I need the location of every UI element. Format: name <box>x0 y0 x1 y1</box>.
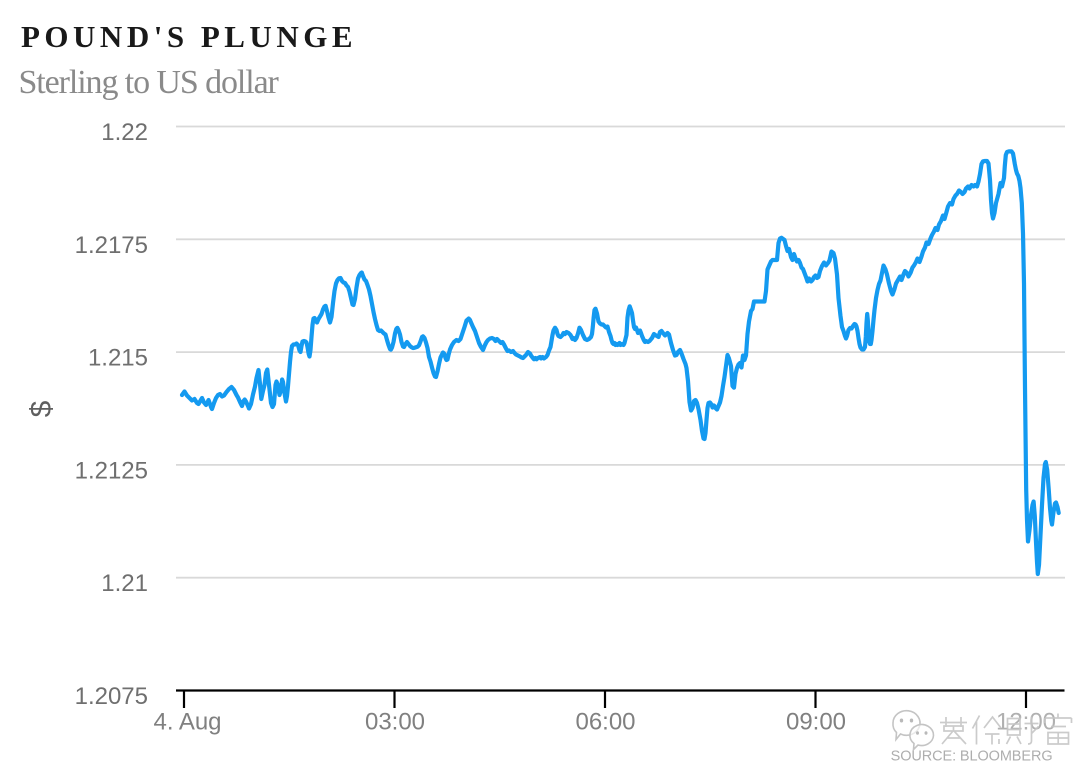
svg-text:1.22: 1.22 <box>101 119 148 146</box>
svg-text:1.21: 1.21 <box>101 570 148 597</box>
svg-text:1.2125: 1.2125 <box>75 457 148 484</box>
svg-text:03:00: 03:00 <box>365 709 425 736</box>
svg-text:1.215: 1.215 <box>88 345 148 372</box>
svg-text:4. Aug: 4. Aug <box>153 709 221 736</box>
svg-text:12:00: 12:00 <box>996 709 1056 736</box>
svg-text:SOURCE: BLOOMBERG: SOURCE: BLOOMBERG <box>891 749 1053 765</box>
svg-text:1.2075: 1.2075 <box>75 683 148 710</box>
svg-text:06:00: 06:00 <box>575 709 635 736</box>
svg-text:09:00: 09:00 <box>786 709 846 736</box>
svg-text:$: $ <box>25 400 58 417</box>
svg-text:1.2175: 1.2175 <box>75 232 148 259</box>
